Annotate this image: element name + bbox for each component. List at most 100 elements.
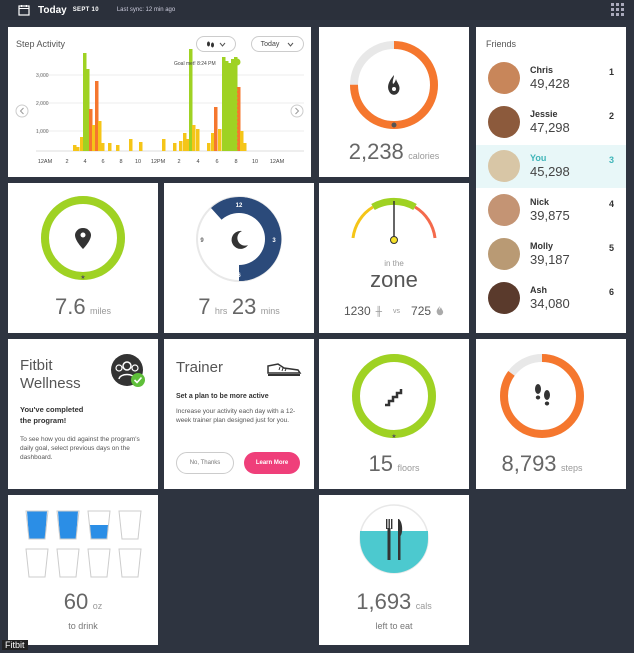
activity-bar [237,87,241,151]
activity-bar [173,143,177,151]
fork-knife-icon: ╫ [375,306,383,316]
distance-tile[interactable]: ★ 7.6 miles [8,183,158,333]
distance-value: 7.6 [54,294,86,319]
activity-type-dropdown[interactable] [196,36,236,52]
today-label[interactable]: Today [38,4,67,16]
water-glass[interactable] [87,548,111,578]
x-tick-label: 10 [252,159,258,165]
date-label: SEPT 10 [72,7,99,13]
friend-rank: 3 [608,155,614,165]
svg-text:★: ★ [80,274,85,281]
activity-bar [73,145,77,151]
chart-next-button[interactable] [290,104,304,118]
steps-tile[interactable]: 8,793 steps [476,339,626,489]
zone-food-value: 1230 [343,304,371,318]
brand-label: Fitbit [2,640,28,650]
water-glass[interactable] [118,510,142,540]
no-thanks-button[interactable]: No, Thanks [176,452,234,474]
activity-bar [108,143,112,151]
food-plate [359,504,429,574]
activity-bar [139,142,143,151]
flame-icon [388,75,400,95]
water-glass[interactable] [25,548,49,578]
avatar [488,238,520,270]
calories-ring [350,41,438,129]
fork-knife-icon [386,519,403,560]
friend-row[interactable]: Molly 39,187 5 [476,233,626,276]
chevron-down-icon [287,42,294,47]
activity-bar [183,133,187,151]
activity-bar [116,145,120,151]
x-tick-label: 8 [234,159,237,165]
shoe-icon [267,363,302,376]
y-tick-label: 3,000 [36,73,49,79]
water-glass[interactable] [118,548,142,578]
food-tile[interactable]: 1,693 cals left to eat [319,495,469,645]
sleep-clock: 12 3 6 9 [196,196,282,282]
trainer-tile[interactable]: Trainer Set a plan to be more active Inc… [164,339,314,489]
group-check-icon [111,354,145,387]
last-sync-text: Last sync: 12 min ago [116,7,176,13]
range-dropdown[interactable]: Today [251,36,304,52]
friend-row[interactable]: Nick 39,875 4 [476,189,626,232]
chart-prev-button[interactable] [15,104,29,118]
calories-tile[interactable]: 2,238 calories [319,27,469,177]
clock-12: 12 [236,203,243,209]
activity-bar [83,53,87,151]
floors-ring: ★ [352,354,436,440]
grid-menu-icon[interactable] [611,3,624,16]
friend-row[interactable]: Jessie 47,298 2 [476,101,626,144]
x-tick-label: 12AM [270,159,285,165]
zone-gauge [351,197,437,244]
water-glass[interactable] [56,548,80,578]
x-tick-label: 10 [135,159,141,165]
trainer-headline: Set a plan to be more active [176,393,269,400]
moon-icon [231,230,248,249]
svg-text:★: ★ [391,433,396,440]
water-glasses [25,510,142,578]
friend-steps: 49,428 [530,76,570,91]
x-tick-label: 2 [177,159,180,165]
x-tick-label: 12PM [151,159,166,165]
top-bar: Today SEPT 10 Last sync: 12 min ago [0,0,634,20]
friend-row[interactable]: You 45,298 3 [476,145,626,188]
activity-bar [86,69,90,151]
water-glass[interactable] [56,510,80,540]
step-activity-tile[interactable]: Step Activity Today 3,000 2,000 1,000 12AM… [8,27,311,177]
wellness-tile[interactable]: Fitbit Wellness You've completed the pro… [8,339,158,489]
friend-name: Jessie [530,109,558,119]
water-glass[interactable] [25,510,49,540]
friend-steps: 34,080 [530,296,570,311]
activity-bar [101,143,105,151]
floors-tile[interactable]: ★ 15 floors [319,339,469,489]
calories-unit: calories [408,151,440,161]
friends-title: Friends [486,39,517,49]
trainer-title: Trainer [176,359,223,376]
activity-bar [95,81,99,151]
heart-zone-tile[interactable]: in the zone 1230 ╫ vs 725 [319,183,469,333]
avatar [488,282,520,314]
friend-row[interactable]: Chris 49,428 1 [476,57,626,100]
avatar [488,150,520,182]
water-tile[interactable]: 60 oz to drink [8,495,158,645]
x-tick-label: 12AM [38,159,53,165]
calendar-icon[interactable] [18,4,30,16]
friend-name: You [530,153,547,163]
floors-value: 15 [368,451,393,476]
learn-more-button[interactable]: Learn More [244,452,300,474]
step-activity-title: Step Activity [16,39,66,49]
water-sub: to drink [68,621,98,631]
friend-name: Molly [530,241,554,251]
activity-bar [189,49,193,151]
sleep-tile[interactable]: 12 3 6 9 7 hrs 23 mins [164,183,314,333]
x-tick-label: 4 [196,159,199,165]
friends-tile[interactable]: Friends Chris 49,428 1 Jessie 47,298 2 You 45,2… [476,27,626,333]
friend-name: Nick [530,197,550,207]
activity-bar [129,139,133,151]
friend-name: Ash [530,285,548,295]
avatar [488,106,520,138]
friend-row[interactable]: Ash 34,080 6 [476,277,626,320]
footsteps-icon [535,384,550,406]
activity-bar [196,129,200,151]
water-glass[interactable] [87,510,111,540]
